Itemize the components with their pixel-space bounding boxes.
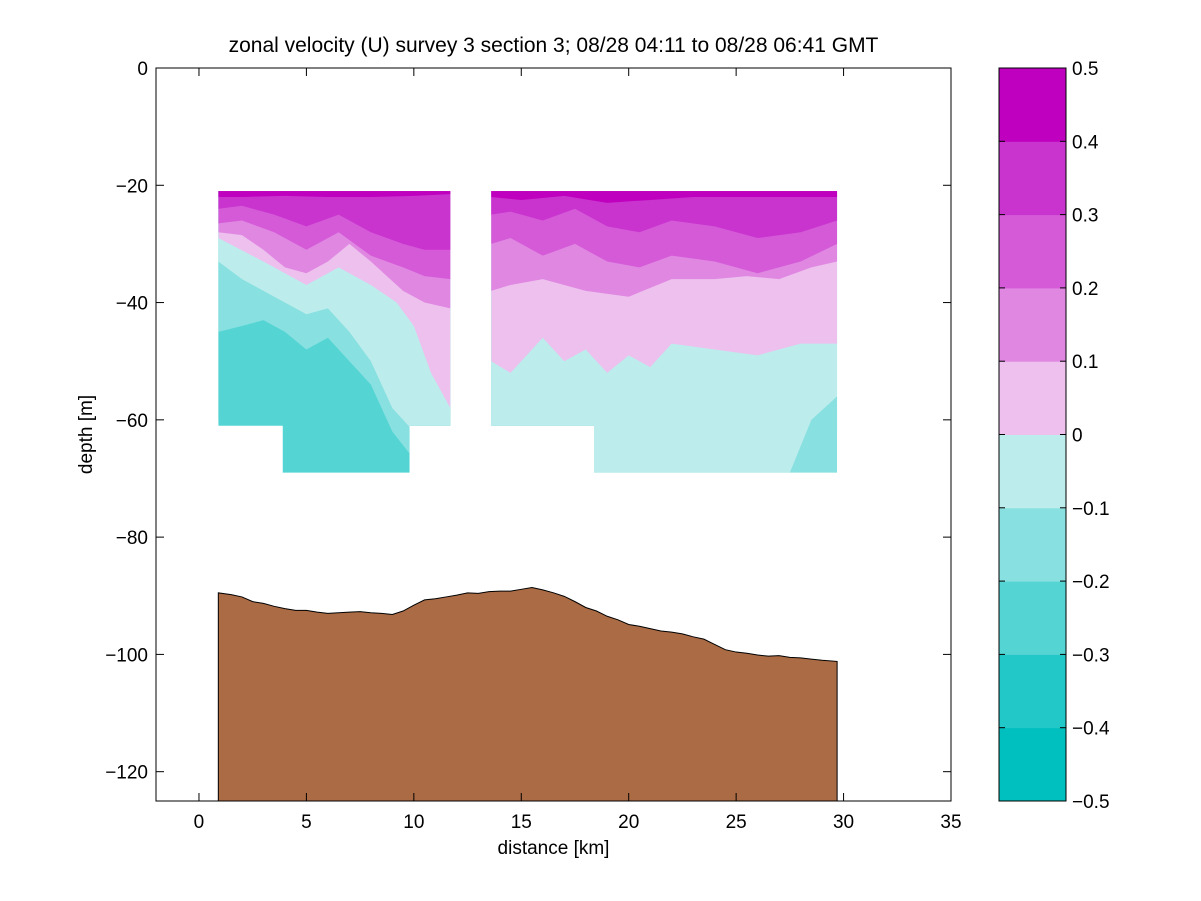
colorbar-tick-label: −0.2 [1072,572,1110,593]
colorbar-tick-label: −0.1 [1072,499,1110,520]
colorbar-swatch [999,214,1066,289]
velocity-band [491,191,838,239]
velocity-field-1 [218,191,451,473]
colorbar-swatch [999,287,1066,362]
x-tick-label: 35 [940,812,961,833]
seafloor [217,587,838,801]
velocity-band [491,191,838,203]
y-tick-label: −120 [105,763,148,784]
x-axis-label: distance [km] [498,838,610,859]
colorbar-swatch [999,581,1066,655]
y-tick-label: −40 [116,294,148,315]
y-axis: 0 −20 −40 −60 −80 −100 −120 [105,59,951,784]
y-tick-label: −100 [105,645,148,666]
colorbar-tick-label: 0.2 [1072,279,1098,300]
colorbar-tick-label: 0.3 [1072,206,1098,227]
colorbar-tick-label: −0.4 [1072,719,1110,740]
velocity-band [218,191,451,198]
colorbar-swatch [999,727,1066,802]
plot-frame [155,67,952,802]
colorbar: 0.5 0.4 0.3 0.2 0.1 0 −0.1 −0.2 −0.3 −0.4 −0.5 [998,59,1110,813]
velocity-field-2 [491,191,838,473]
velocity-contours [218,191,838,473]
colorbar-tick-label: 0.4 [1072,132,1099,153]
colorbar-swatch [999,507,1066,582]
x-tick-label: 25 [726,812,747,833]
y-axis-label: depth [m] [76,395,97,474]
x-tick-label: 0 [194,812,205,833]
bathymetry-layer [217,587,838,801]
colorbar-swatch [999,68,1066,142]
colorbar-swatch [999,361,1066,435]
x-tick-label: 5 [301,812,312,833]
x-tick-label: 10 [403,812,424,833]
x-tick-label: 30 [833,812,854,833]
y-tick-label: −20 [116,176,148,197]
colorbar-swatch [999,434,1066,509]
colorbar-tick-label: −0.3 [1072,645,1110,666]
y-tick-label: 0 [137,59,148,80]
colorbar-swatch [999,654,1066,729]
colorbar-swatch [999,141,1066,216]
y-tick-label: −80 [116,528,148,549]
colorbar-tick-label: 0.1 [1072,352,1098,373]
colorbar-tick-label: −0.5 [1072,792,1110,813]
x-tick-label: 15 [511,812,532,833]
velocity-band [218,191,451,250]
x-tick-label: 20 [618,812,639,833]
colorbar-tick-label: 0.5 [1072,59,1098,80]
x-axis: 0 5 10 15 20 25 30 35 [194,68,962,833]
colorbar-tick-label: 0 [1072,426,1083,447]
chart-title: zonal velocity (U) survey 3 section 3; 0… [229,34,879,57]
y-tick-label: −60 [116,411,148,432]
